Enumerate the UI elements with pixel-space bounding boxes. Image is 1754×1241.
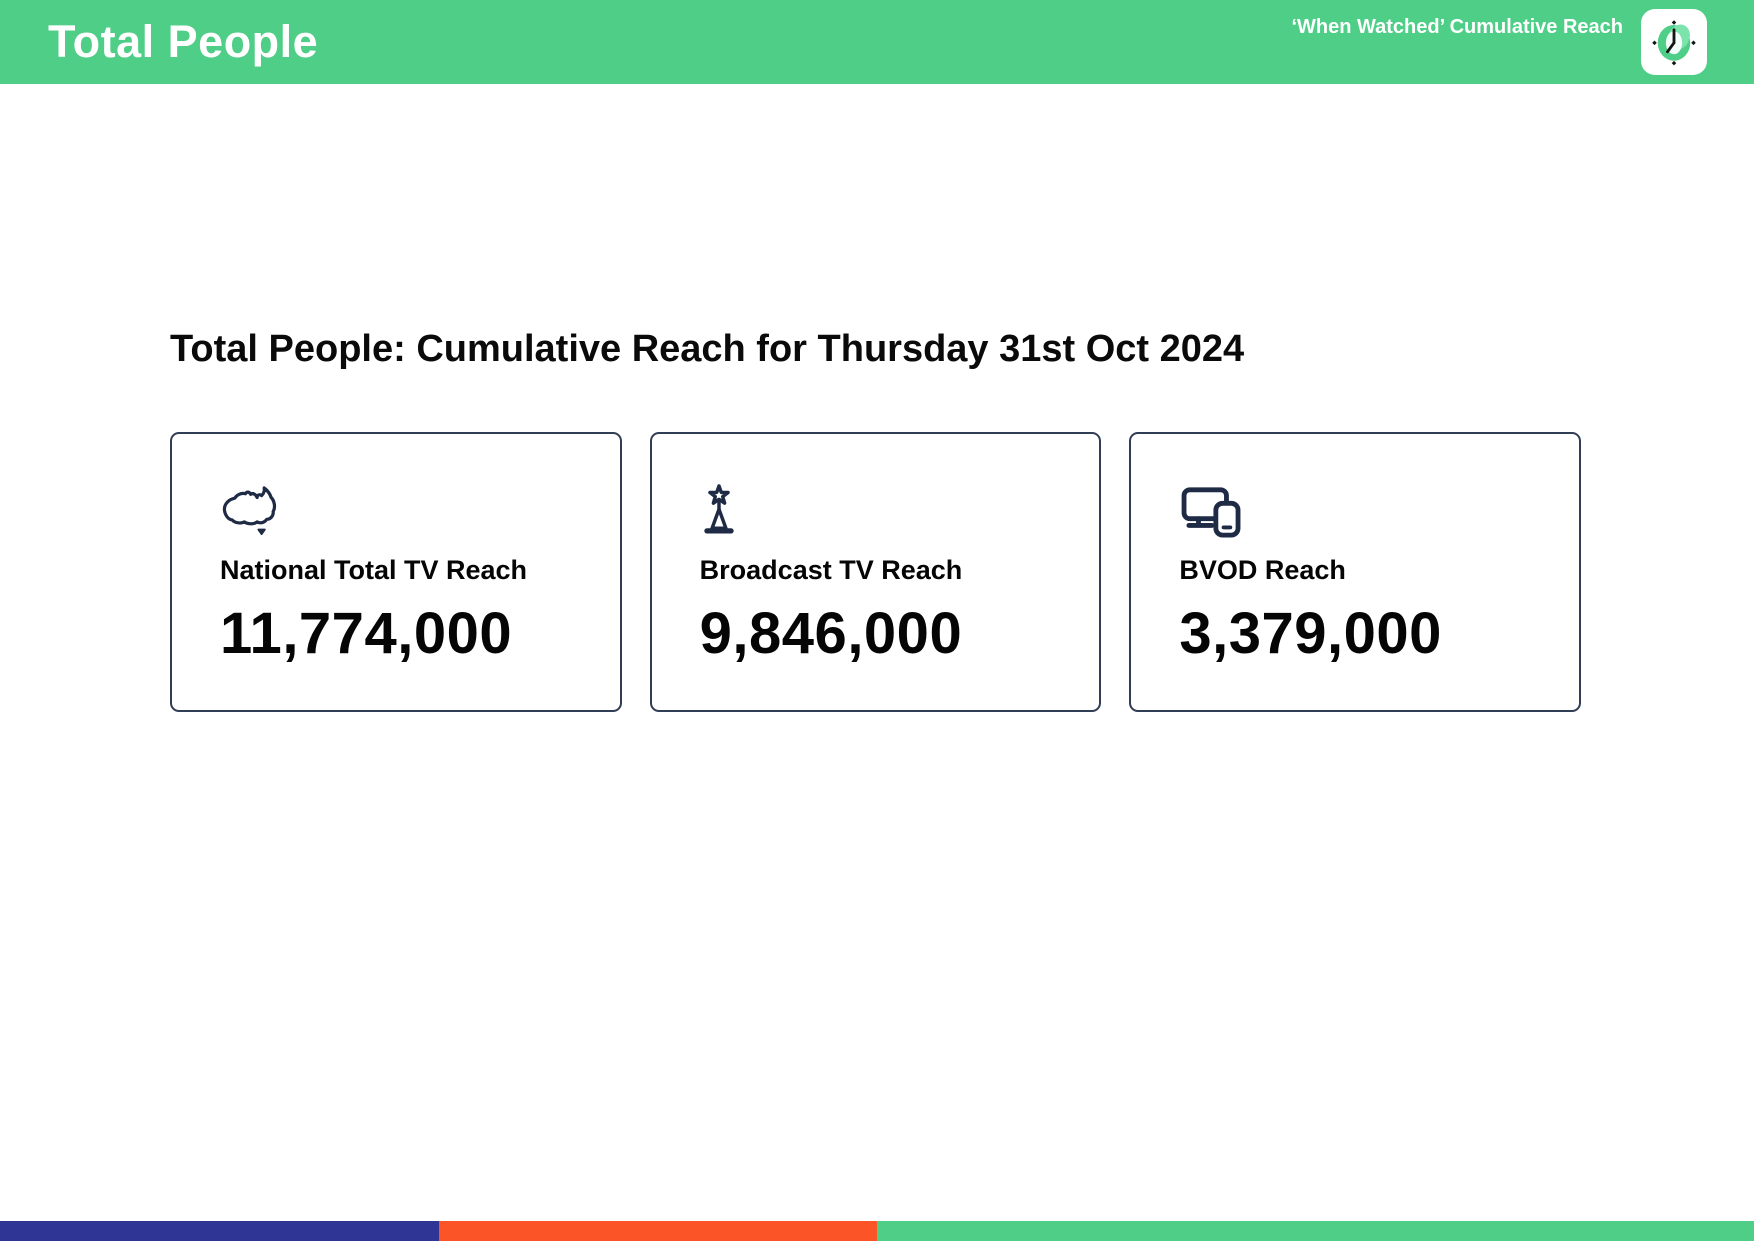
card-value: 11,774,000 [220, 601, 513, 667]
card-national-total-tv-reach: National Total TV Reach 11,774,000 [170, 432, 622, 712]
card-label: National Total TV Reach [220, 555, 528, 585]
clock-logo-icon [1641, 9, 1707, 75]
card-broadcast-tv-reach: Broadcast TV Reach 9,846,000 [649, 432, 1102, 712]
broadcast-tower-icon [703, 484, 734, 534]
header-right-group: ‘When Watched’ Cumulative Reach [1291, 9, 1707, 75]
footer-segment-navy [0, 1221, 439, 1241]
app-title: Total People [48, 16, 319, 67]
card-label: Broadcast TV Reach [699, 555, 963, 585]
footer-segment-orange [438, 1221, 877, 1241]
header-bar: Total People ‘When Watched’ Cumulative R… [0, 0, 1754, 84]
page-title: Total People: Cumulative Reach for Thurs… [170, 328, 1245, 370]
card-label: BVOD Reach [1179, 555, 1346, 585]
kpi-card-row: National Total TV Reach 11,774,000 Broad… [170, 432, 1582, 712]
footer-segment-green [877, 1221, 1754, 1241]
card-value: 3,379,000 [1179, 601, 1442, 667]
report-subtitle: ‘When Watched’ Cumulative Reach [1291, 16, 1623, 38]
australia-map-icon [222, 486, 277, 535]
tv-and-mobile-devices-icon [1181, 487, 1241, 538]
card-value: 9,846,000 [699, 601, 963, 667]
card-bvod-reach: BVOD Reach 3,379,000 [1129, 432, 1582, 712]
footer-brand-bar [0, 1221, 1754, 1241]
